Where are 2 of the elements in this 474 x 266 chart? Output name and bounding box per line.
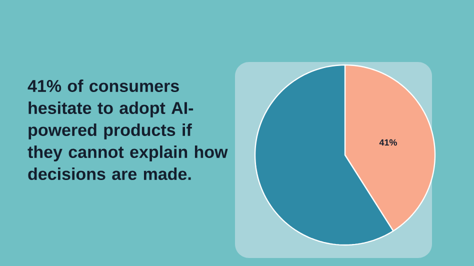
data-label: 41% [379,139,397,146]
text: 41% of consumers hesitate to adopt AI-powered products if they cannot explain how decisions are made. [28,80,228,180]
